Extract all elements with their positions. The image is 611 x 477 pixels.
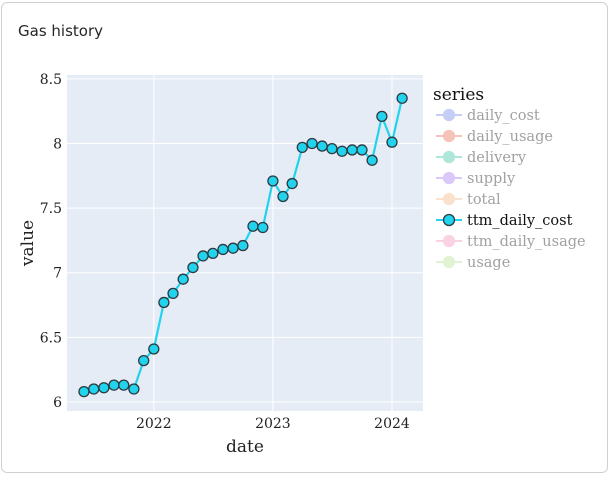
y-tick-label: 7 (53, 266, 62, 282)
data-point[interactable] (128, 383, 140, 395)
y-tick-label: 8 (53, 136, 62, 152)
data-point[interactable] (296, 141, 308, 154)
legend-label: supply (467, 171, 516, 187)
data-point[interactable] (217, 243, 229, 256)
data-point[interactable] (247, 220, 259, 232)
data-point[interactable] (267, 175, 279, 187)
data-point[interactable] (88, 383, 100, 395)
data-point[interactable] (98, 382, 110, 394)
legend-label: ttm_daily_usage (467, 234, 586, 250)
legend-label: delivery (467, 150, 527, 166)
data-point[interactable] (336, 145, 348, 157)
y-gridlines (67, 78, 423, 403)
data-point[interactable] (286, 177, 298, 190)
legend-marker-swatch (442, 171, 456, 185)
x-tick-label: 2022 (136, 416, 172, 432)
x-axis-label: date (226, 437, 264, 457)
legend-item-daily-cost[interactable]: daily_cost (436, 108, 540, 124)
legend-marker-swatch (442, 255, 456, 269)
legend-label: usage (467, 255, 510, 271)
legend-label: total (467, 192, 501, 208)
legend-item-ttm-daily-cost[interactable]: ttm_daily_cost (436, 213, 573, 229)
data-point[interactable] (257, 221, 269, 234)
data-point[interactable] (177, 273, 189, 285)
data-point[interactable] (316, 140, 328, 152)
legend-label: daily_usage (467, 129, 553, 145)
data-point[interactable] (227, 242, 239, 254)
x-tick-label: 2024 (374, 416, 410, 432)
legend-item-usage[interactable]: usage (436, 255, 510, 271)
legend-marker-swatch (442, 108, 456, 122)
legend-title: series (433, 85, 484, 105)
y-axis-label: value (18, 220, 38, 267)
data-point[interactable] (148, 343, 160, 355)
data-point[interactable] (326, 143, 338, 155)
data-point[interactable] (346, 144, 358, 156)
legend-marker-swatch (442, 234, 456, 248)
data-point[interactable] (108, 379, 120, 391)
legend-item-supply[interactable]: supply (436, 171, 516, 187)
legend-item-delivery[interactable]: delivery (436, 150, 527, 166)
data-point[interactable] (197, 250, 209, 262)
data-point[interactable] (167, 287, 179, 300)
x-tick-labels: 2022 2023 2024 (136, 416, 410, 432)
data-point[interactable] (386, 136, 398, 148)
data-point[interactable] (366, 154, 378, 166)
legend-marker-swatch (442, 150, 456, 164)
legend-item-total[interactable]: total (436, 192, 501, 208)
data-point[interactable] (118, 379, 130, 391)
y-tick-label: 7.5 (40, 201, 62, 217)
data-point[interactable] (376, 110, 388, 123)
card-title: Gas history (18, 22, 103, 40)
x-tick-label: 2023 (255, 416, 291, 432)
data-point[interactable] (356, 144, 368, 156)
legend-label: ttm_daily_cost (467, 213, 573, 229)
y-tick-label: 6.5 (40, 330, 62, 346)
y-tick-label: 6 (53, 395, 62, 411)
data-point[interactable] (277, 190, 289, 203)
x-gridlines (153, 75, 393, 411)
legend[interactable]: daily_cost daily_usage delivery supply total… (436, 108, 586, 271)
data-point[interactable] (396, 92, 408, 104)
data-point[interactable] (78, 385, 90, 398)
data-point[interactable] (237, 239, 249, 252)
data-point[interactable] (158, 296, 170, 309)
legend-marker-swatch (442, 129, 456, 143)
data-point[interactable] (187, 261, 199, 274)
y-tick-label: 8.5 (40, 72, 62, 88)
legend-label: daily_cost (467, 108, 540, 124)
y-tick-labels: 6 6.5 7 7.5 8 8.5 (40, 72, 62, 411)
legend-item-ttm-daily-usage[interactable]: ttm_daily_usage (436, 234, 586, 250)
data-point[interactable] (207, 247, 219, 259)
data-point[interactable] (138, 354, 150, 367)
data-point[interactable] (306, 137, 318, 150)
legend-marker-swatch (442, 213, 456, 227)
legend-item-daily-usage[interactable]: daily_usage (436, 129, 553, 145)
series-layer (78, 92, 408, 398)
legend-marker-swatch (442, 192, 456, 206)
